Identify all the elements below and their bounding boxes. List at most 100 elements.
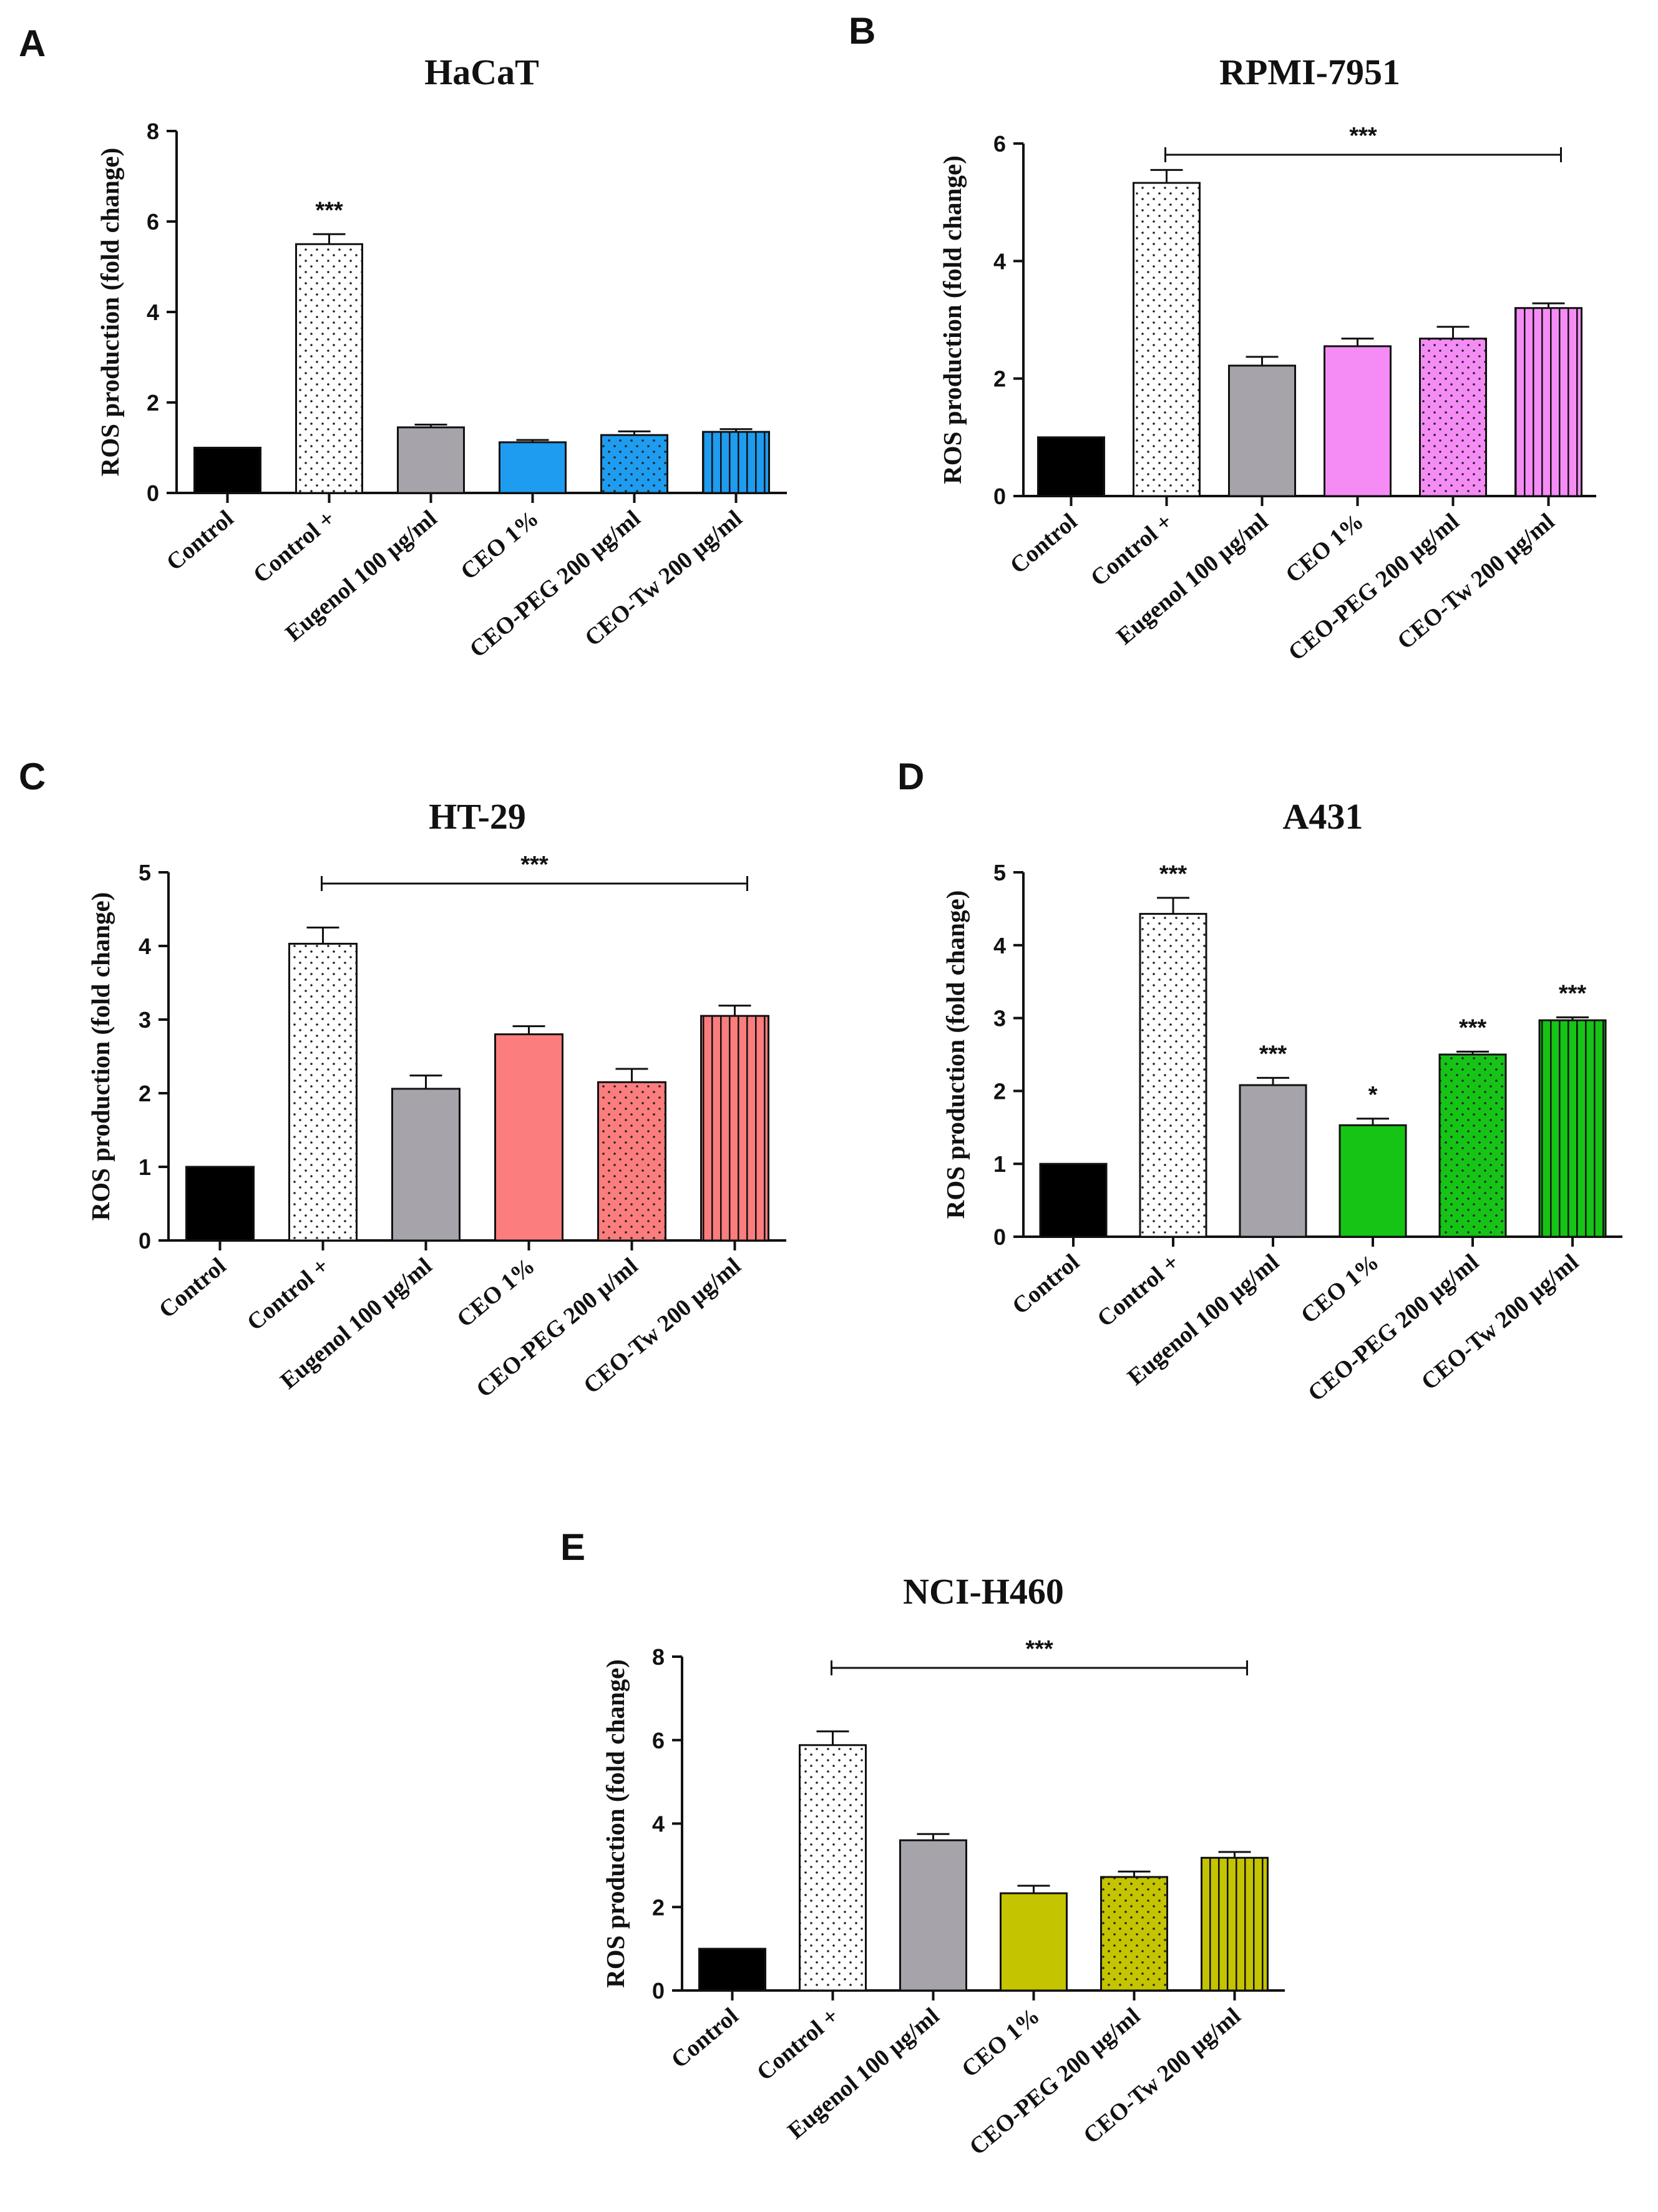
category-label: CEO-PEG 200 µg/ml xyxy=(1284,509,1465,666)
y-tick-label: 2 xyxy=(147,390,159,416)
chart-title: RPMI-7951 xyxy=(1219,52,1400,92)
y-tick-label: 8 xyxy=(147,119,159,144)
y-tick-label: 0 xyxy=(652,1978,665,2004)
category-label: CEO-PEG 200 µg/ml xyxy=(1303,1249,1484,1407)
bar xyxy=(899,1839,967,1992)
bar xyxy=(1133,182,1201,497)
y-tick-label: 0 xyxy=(993,484,1006,509)
bar xyxy=(295,243,363,494)
bar xyxy=(1228,364,1296,497)
significance-label: *** xyxy=(1159,861,1187,887)
y-tick-label: 4 xyxy=(993,248,1006,274)
y-tick-label: 4 xyxy=(993,933,1006,958)
bar xyxy=(1239,1084,1307,1238)
category-label: CEO-PEG 200 µg/ml xyxy=(965,2003,1146,2161)
y-tick-label: 3 xyxy=(139,1007,151,1033)
chart-title: HaCaT xyxy=(424,52,539,92)
bar xyxy=(397,426,465,494)
category-label: Control xyxy=(666,2003,743,2073)
bar xyxy=(1039,1162,1108,1238)
category-label: Control + xyxy=(242,1253,334,1336)
panel-letter: B xyxy=(849,10,875,52)
chart-title: A431 xyxy=(1283,796,1363,837)
significance-label: *** xyxy=(315,197,343,223)
bar xyxy=(1419,338,1487,497)
bracket-label: *** xyxy=(1025,1636,1053,1662)
y-tick-label: 5 xyxy=(139,860,151,885)
bar xyxy=(1201,1856,1269,1992)
y-tick-label: 4 xyxy=(652,1811,665,1837)
y-axis-label: ROS production (fold change) xyxy=(86,892,115,1221)
panel-a: A HaCaT 0 2 4 6 8 ROS production (fold change) C… xyxy=(19,22,787,663)
category-label: CEO 1% xyxy=(452,1253,540,1333)
y-axis-label: ROS production (fold change) xyxy=(601,1659,630,1988)
y-tick-label: 5 xyxy=(993,860,1006,885)
bracket-label: *** xyxy=(1349,123,1377,149)
bar xyxy=(193,447,261,494)
bar xyxy=(185,1166,255,1242)
category-label: CEO 1% xyxy=(1296,1249,1384,1329)
panel-e: E NCI-H460 0 2 4 6 8 ROS production (fold chang… xyxy=(560,1526,1285,2160)
y-tick-label: 6 xyxy=(993,131,1006,157)
y-tick-label: 4 xyxy=(147,300,159,325)
y-axis-label: ROS production (fold change) xyxy=(941,890,970,1219)
y-tick-label: 2 xyxy=(993,1078,1006,1104)
bar xyxy=(1438,1053,1507,1238)
bar xyxy=(1100,1876,1168,1992)
significance-label: *** xyxy=(1259,1041,1287,1067)
bar xyxy=(1339,1124,1407,1238)
y-tick-label: 8 xyxy=(652,1644,665,1670)
panel-c: C HT-29 0 1 2 3 4 5 ROS production (fold change)… xyxy=(19,756,786,1403)
y-tick-label: 2 xyxy=(993,366,1006,392)
bar xyxy=(600,434,668,494)
category-label: CEO 1% xyxy=(456,505,544,585)
bar xyxy=(1000,1892,1068,1992)
category-label: CEO 1% xyxy=(1280,509,1368,588)
chart-title: HT-29 xyxy=(429,796,526,837)
category-label: Control xyxy=(1007,1249,1084,1320)
panel-letter: D xyxy=(897,756,924,797)
bar xyxy=(799,1744,867,1992)
bar xyxy=(698,1947,766,1992)
y-axis-label: ROS production (fold change) xyxy=(95,148,124,477)
y-tick-label: 6 xyxy=(147,209,159,235)
bar xyxy=(1514,307,1582,497)
panel-letter: C xyxy=(19,756,46,797)
y-tick-label: 3 xyxy=(993,1006,1006,1031)
y-tick-label: 2 xyxy=(139,1081,151,1106)
y-tick-label: 4 xyxy=(139,933,151,959)
category-label: CEO-PEG 200 µg/ml xyxy=(465,505,646,663)
category-label: Control + xyxy=(1092,1249,1184,1332)
y-tick-label: 1 xyxy=(139,1154,151,1180)
chart-title: NCI-H460 xyxy=(903,1571,1064,1612)
y-axis-label: ROS production (fold change) xyxy=(938,155,967,484)
panel-letter: A xyxy=(19,22,46,64)
y-tick-label: 2 xyxy=(652,1894,665,1920)
panel-b: B RPMI-7951 0 2 4 6 ROS production (fold chang… xyxy=(849,10,1596,666)
bar xyxy=(1139,913,1207,1238)
category-label: Control + xyxy=(1086,509,1178,592)
significance-label: *** xyxy=(1559,980,1587,1006)
panel-letter: E xyxy=(560,1526,585,1568)
category-label: Control + xyxy=(752,2003,844,2086)
bar xyxy=(1324,345,1392,497)
category-label: Control xyxy=(162,505,238,576)
y-tick-label: 6 xyxy=(652,1728,665,1753)
y-tick-label: 0 xyxy=(993,1224,1006,1250)
panel-d: D A431 0 1 2 3 4 5 ROS production (fold change) C… xyxy=(897,756,1622,1406)
category-label: CEO 1% xyxy=(957,2003,1045,2083)
y-tick-label: 1 xyxy=(993,1151,1006,1177)
bar xyxy=(494,1033,563,1242)
category-label: Control xyxy=(154,1253,231,1323)
bar xyxy=(391,1088,461,1242)
bar xyxy=(700,1015,769,1242)
bar xyxy=(702,431,770,494)
category-label: CEO-Tw 200 µg/ml xyxy=(1392,509,1559,655)
category-label: Control + xyxy=(248,505,340,588)
bar xyxy=(499,441,567,494)
bar xyxy=(1538,1019,1607,1238)
bar xyxy=(597,1081,666,1242)
significance-label: * xyxy=(1368,1082,1378,1108)
bar xyxy=(288,942,358,1242)
